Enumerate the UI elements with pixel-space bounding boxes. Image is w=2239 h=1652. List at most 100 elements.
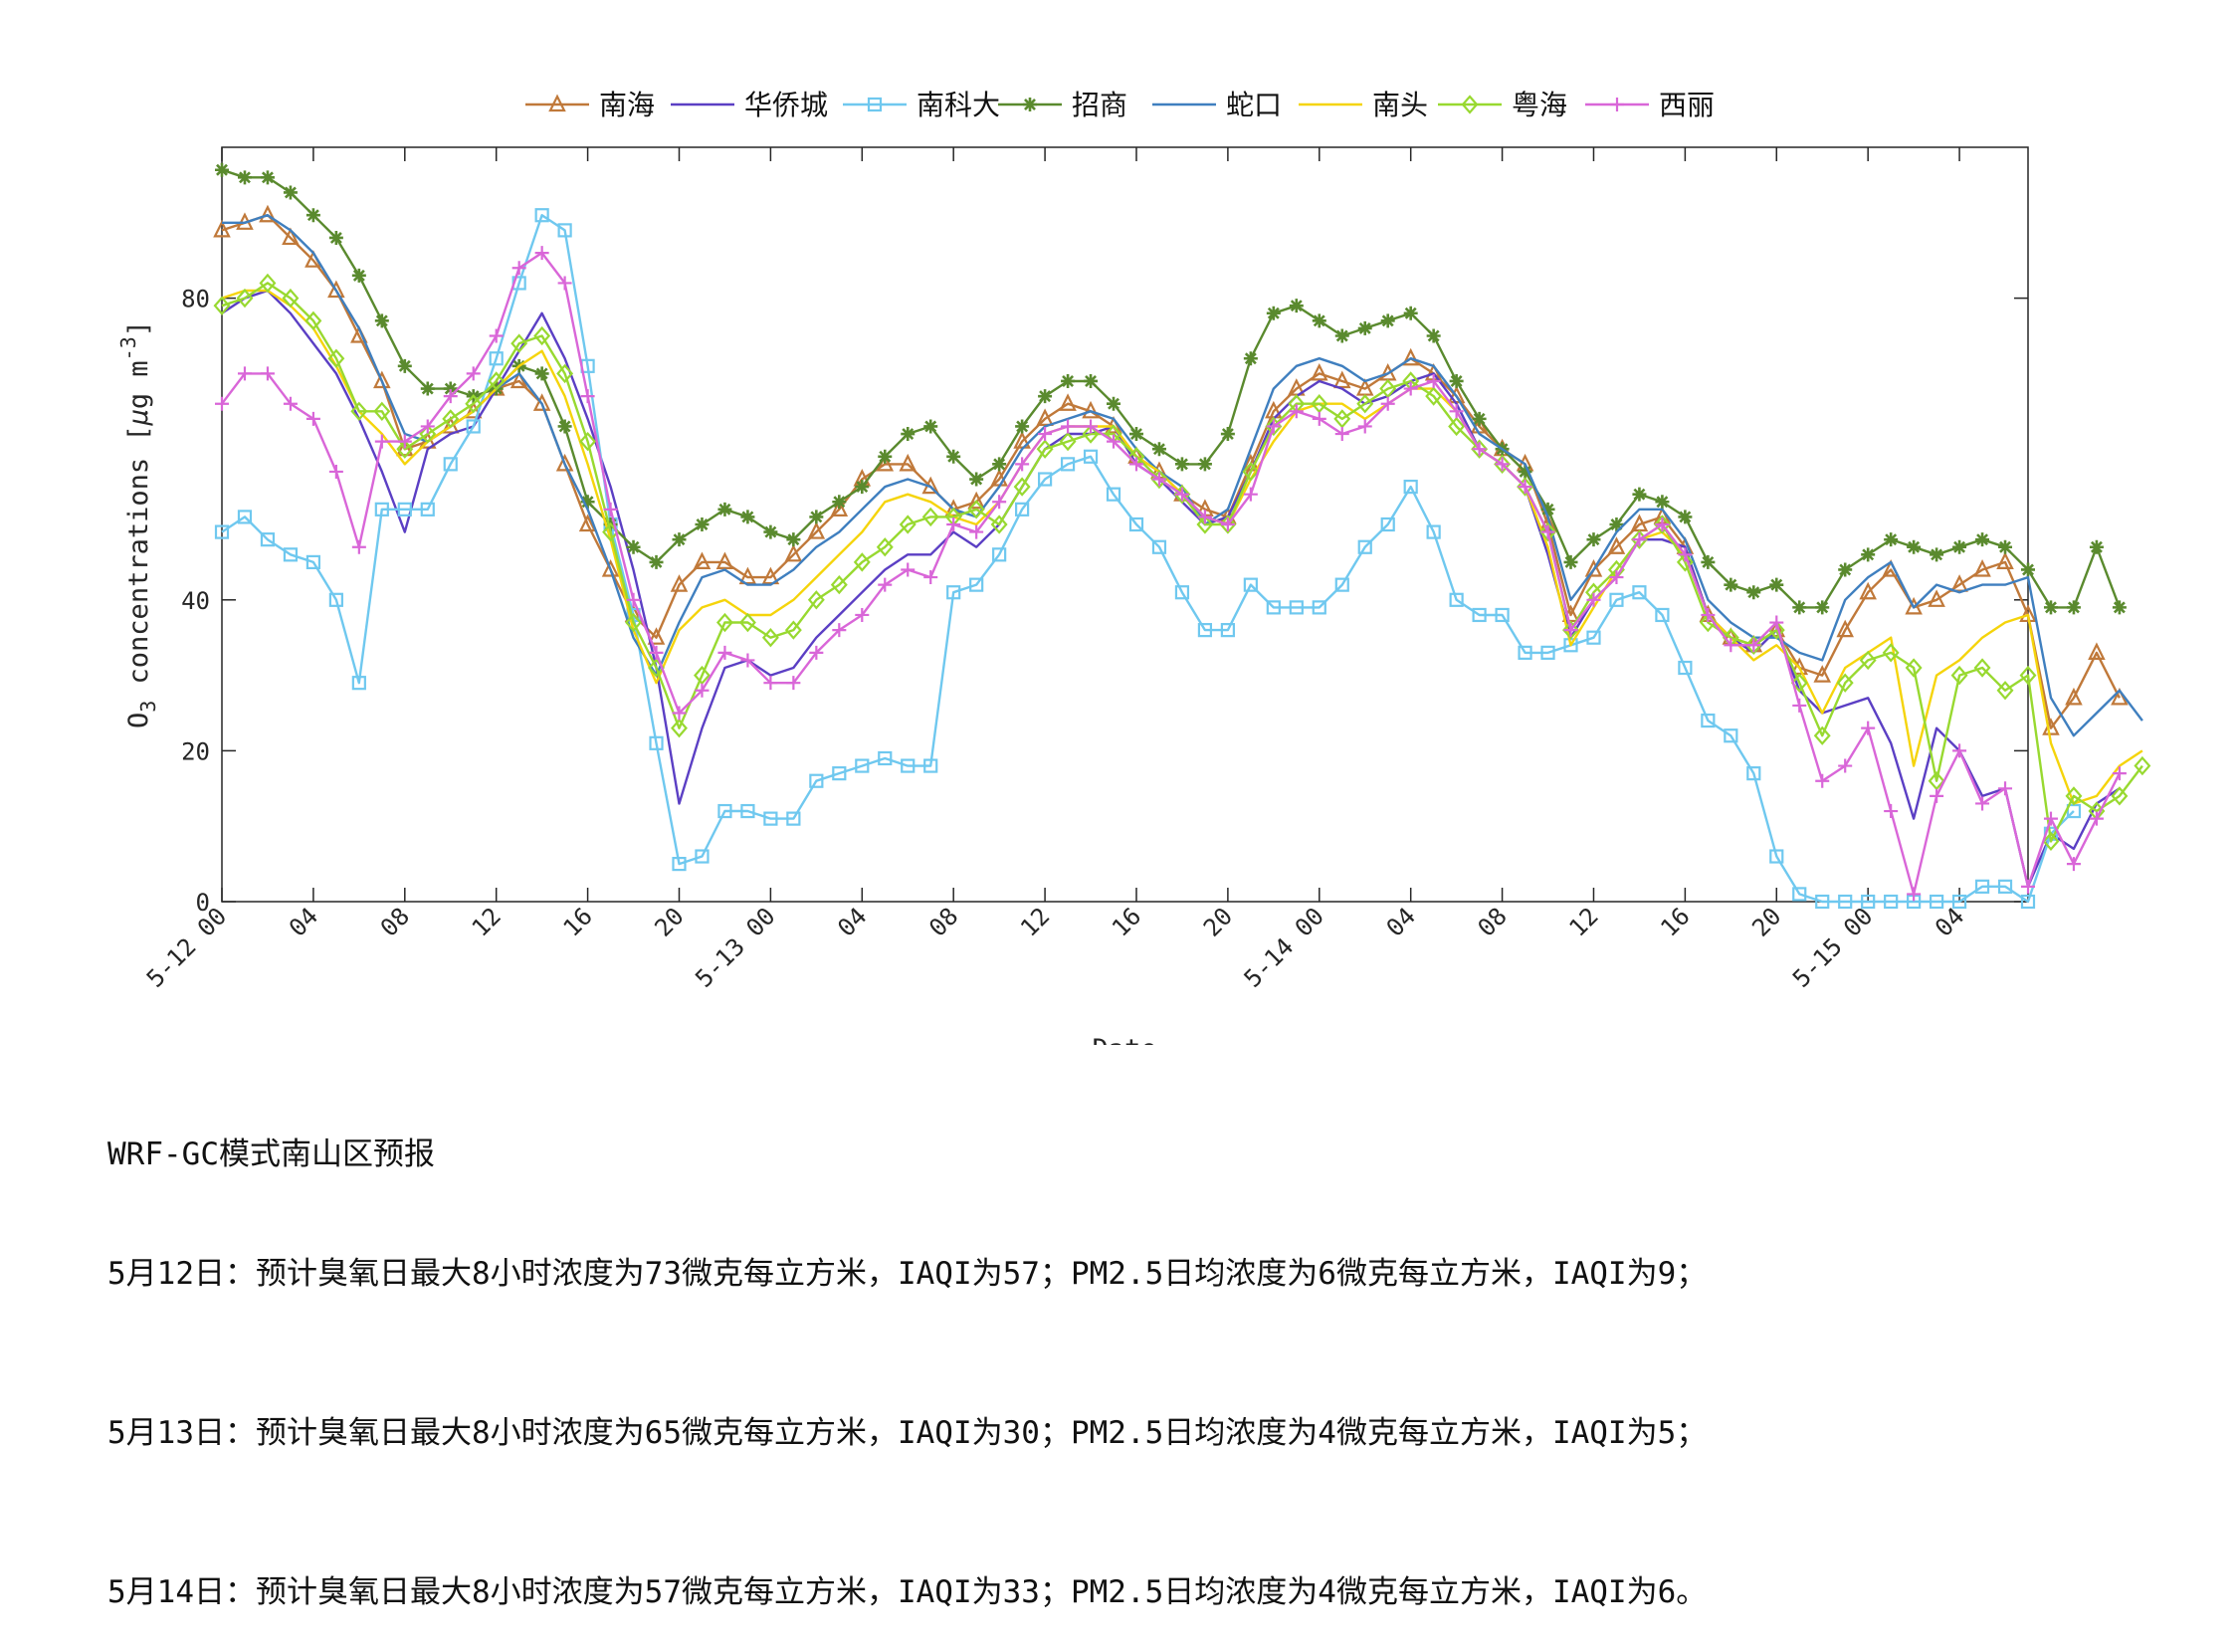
data-point	[807, 590, 825, 610]
data-point	[1517, 477, 1534, 497]
data-point	[1174, 457, 1189, 472]
data-point	[2089, 539, 2104, 554]
data-point	[1471, 439, 1489, 459]
legend-item: 粤海	[1438, 89, 1567, 121]
data-point	[2043, 811, 2058, 826]
data-point	[1676, 552, 1694, 572]
data-point	[1539, 521, 1556, 542]
data-point	[237, 170, 252, 185]
data-point	[305, 208, 320, 223]
data-point	[738, 566, 757, 585]
data-point	[488, 371, 506, 391]
data-point	[1518, 645, 1532, 660]
data-point	[1540, 645, 1555, 660]
legend-label: 蛇口	[1226, 89, 1282, 121]
data-point	[420, 419, 435, 434]
data-point	[1242, 462, 1260, 482]
data-point	[832, 623, 847, 638]
data-point	[1061, 373, 1076, 388]
data-point	[351, 268, 366, 283]
legend-label: 南头	[1372, 89, 1428, 121]
data-point	[878, 750, 893, 766]
data-point	[2066, 600, 2081, 615]
data-point	[670, 574, 689, 592]
data-point	[1607, 536, 1626, 554]
data-point	[237, 366, 252, 381]
data-point	[1197, 510, 1212, 524]
data-point	[1518, 464, 1532, 479]
data-point	[237, 510, 253, 524]
data-point	[2021, 879, 2035, 894]
data-point	[992, 457, 1007, 472]
o3-forecast-chart: 南海 华侨城 南科大 招商 蛇口 南头 粤海 西丽 0 20 40 80 5-12 00 04 08 12 1…	[116, 89, 2151, 1045]
data-point	[1950, 574, 1968, 592]
data-point	[786, 676, 801, 691]
data-point	[901, 427, 916, 442]
data-point	[1151, 472, 1166, 487]
data-point	[1859, 650, 1877, 671]
data-point	[1380, 396, 1395, 411]
data-point	[1930, 894, 1944, 910]
legend-item: 华侨城	[671, 89, 828, 121]
data-point	[443, 381, 458, 396]
data-point	[373, 401, 391, 421]
legend-item: 南海	[525, 89, 655, 121]
data-point	[1586, 592, 1601, 607]
data-point	[1584, 559, 1603, 577]
data-point	[1151, 442, 1166, 457]
data-point	[717, 645, 732, 660]
notes-title: WRF-GC模式南山区预报	[107, 1136, 435, 1172]
legend-item: 南头	[1299, 89, 1428, 121]
data-point	[328, 230, 343, 245]
data-point	[1769, 615, 1784, 630]
data-point	[442, 409, 460, 429]
data-point	[2043, 600, 2058, 615]
data-point	[1220, 427, 1235, 442]
data-point	[580, 495, 595, 510]
data-point	[1495, 607, 1510, 623]
data-point	[830, 574, 848, 595]
data-point	[1266, 419, 1281, 434]
data-point	[305, 411, 320, 426]
data-point	[1632, 487, 1647, 502]
data-point	[1380, 313, 1395, 328]
x-tick-label: 12	[467, 902, 507, 941]
data-point	[1107, 434, 1121, 449]
data-point	[1861, 547, 1876, 562]
data-point	[649, 554, 664, 569]
data-point	[2088, 642, 2106, 660]
data-point	[1334, 328, 1349, 343]
data-point	[1563, 623, 1578, 638]
data-point	[533, 325, 551, 346]
data-point	[328, 592, 343, 607]
data-point	[555, 453, 574, 472]
data-point	[1084, 419, 1099, 434]
data-point	[761, 628, 779, 648]
data-point	[1996, 681, 2014, 701]
data-point	[1289, 299, 1304, 313]
data-point	[1952, 539, 1967, 554]
x-tick-label: 16	[1107, 902, 1146, 941]
data-point	[1836, 673, 1854, 693]
data-point	[1107, 396, 1121, 411]
data-point	[1472, 607, 1487, 623]
data-point	[1403, 306, 1418, 320]
data-point	[944, 499, 962, 516]
data-point	[832, 495, 847, 510]
data-point	[1997, 879, 2013, 894]
data-point	[1379, 378, 1397, 399]
data-point	[557, 419, 572, 434]
data-point	[1746, 638, 1761, 653]
data-point	[807, 521, 826, 539]
data-point	[579, 431, 597, 452]
y-tick-label: 40	[181, 587, 210, 615]
data-point	[1769, 849, 1784, 864]
data-point	[1461, 95, 1479, 114]
data-point	[1609, 517, 1624, 531]
data-point	[1678, 547, 1693, 562]
data-point	[374, 502, 389, 516]
data-point	[784, 620, 802, 640]
data-point	[557, 276, 572, 291]
legend-label: 招商	[1072, 89, 1127, 121]
data-point	[1884, 804, 1899, 819]
